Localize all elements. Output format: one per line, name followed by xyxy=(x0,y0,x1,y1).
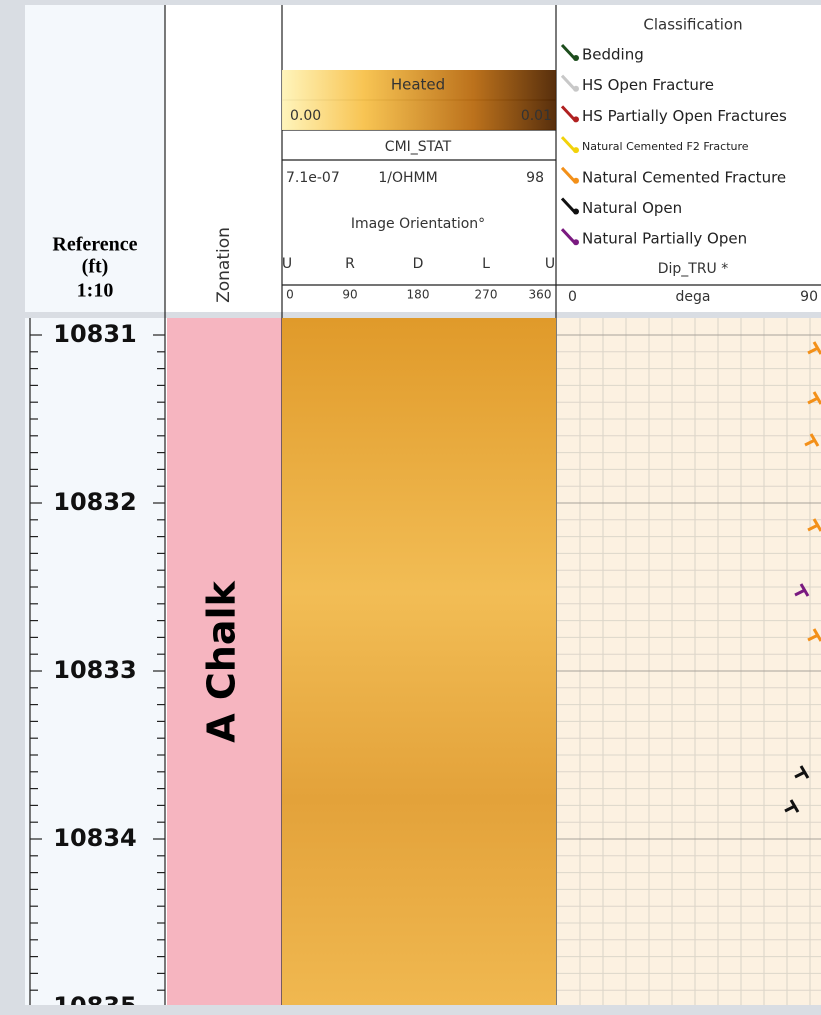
legend-dot xyxy=(573,147,579,153)
orientation-title: Image Orientation° xyxy=(351,216,485,232)
depth-label: 10831 xyxy=(53,320,137,348)
legend-dot xyxy=(573,239,579,245)
legend-label: HS Open Fracture xyxy=(582,76,714,94)
legend-dot xyxy=(573,116,579,122)
legend-label: Natural Cemented Fracture xyxy=(582,168,786,186)
legend-dot xyxy=(573,209,579,215)
range-max: 98 xyxy=(526,170,544,186)
ref-scale: 1:10 xyxy=(77,280,114,302)
log-view: Reference (ft) 1:10 Zonation A Chalk Hea… xyxy=(0,0,821,1011)
legend-label: Natural Partially Open xyxy=(582,230,747,248)
ref-title: Reference xyxy=(52,234,137,256)
zonation-title: Zonation xyxy=(214,227,234,303)
bottom-bar xyxy=(0,1005,821,1011)
colorbar-label: Heated xyxy=(391,76,445,94)
legend-label: HS Partially Open Fractures xyxy=(582,107,787,125)
legend-label: Natural Cemented F2 Fracture xyxy=(582,140,749,153)
colorbar-max: 0.01 xyxy=(521,108,552,124)
depth-label: 10834 xyxy=(53,824,137,852)
orientation-letter: D xyxy=(413,256,424,272)
orientation-letter: L xyxy=(482,256,490,272)
orientation-degree: 90 xyxy=(342,288,357,302)
dip-title: Classification xyxy=(643,16,742,34)
depth-label: 10832 xyxy=(53,488,137,516)
ref-unit: (ft) xyxy=(82,256,109,278)
image-track xyxy=(282,318,556,1005)
orientation-degree: 0 xyxy=(286,288,294,302)
colorbar-min: 0.00 xyxy=(290,108,321,124)
range-min: 7.1e-07 xyxy=(286,170,340,186)
orientation-letter: R xyxy=(345,256,355,272)
zone-label: A Chalk xyxy=(200,581,244,743)
orientation-letter: U xyxy=(282,256,292,272)
legend-label: Bedding xyxy=(582,46,644,64)
legend-label: Natural Open xyxy=(582,199,682,217)
dip-scale-min: 0 xyxy=(568,289,577,305)
dip-curve: Dip_TRU * xyxy=(658,261,729,277)
orientation-degree: 180 xyxy=(407,288,430,302)
range-unit: 1/OHMM xyxy=(378,170,437,186)
dip-bg xyxy=(557,318,821,1005)
depth-label: 10833 xyxy=(53,656,137,684)
orientation-degree: 360 xyxy=(529,288,552,302)
dip-scale-unit: dega xyxy=(676,289,711,305)
orientation-letter: U xyxy=(545,256,555,272)
curve-name: CMI_STAT xyxy=(385,139,452,155)
page: {"reference_track":{"title":"Reference",… xyxy=(0,0,821,1015)
dip-scale-max: 90 xyxy=(800,289,818,305)
legend-dot xyxy=(573,55,579,61)
orientation-degree: 270 xyxy=(475,288,498,302)
legend-dot xyxy=(573,178,579,184)
legend-dot xyxy=(573,86,579,92)
